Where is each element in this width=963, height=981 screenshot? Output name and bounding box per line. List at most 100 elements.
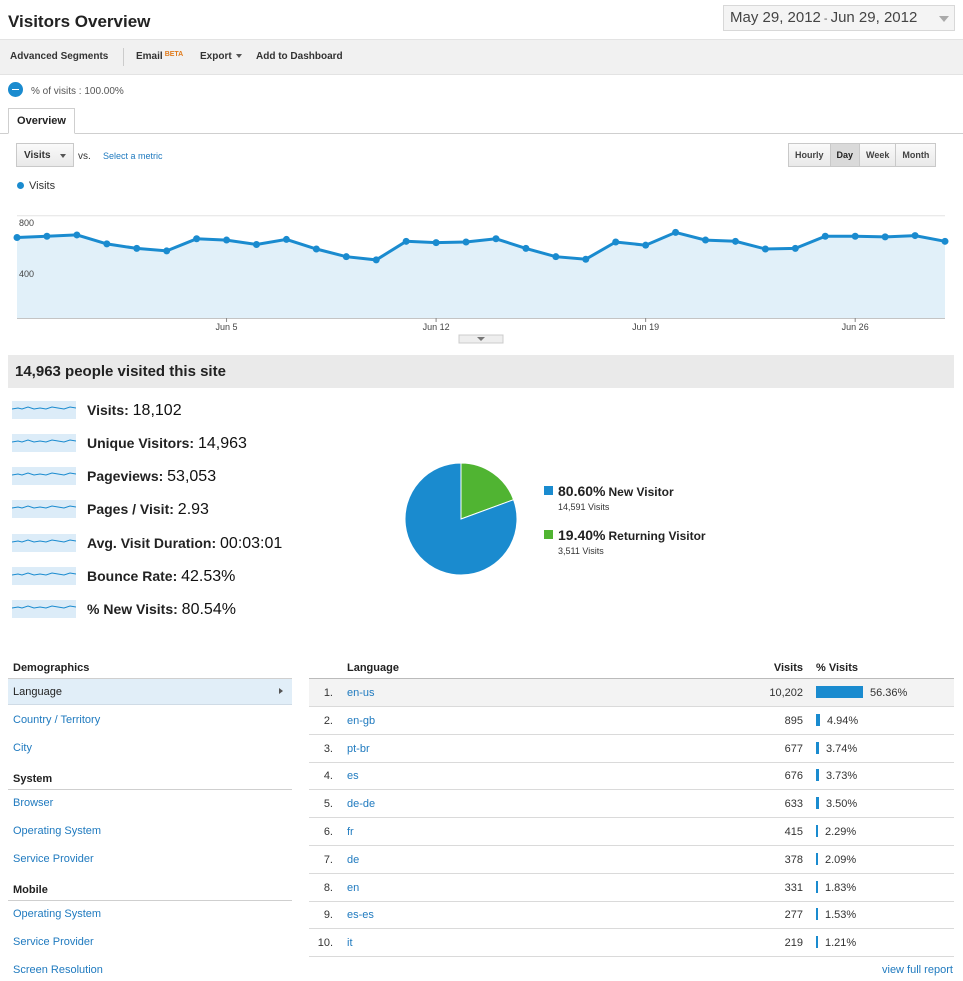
pct-value: 3.73%	[826, 770, 858, 783]
chart-point[interactable]	[133, 244, 141, 252]
summary-title: 14,963 people visited this site	[15, 363, 226, 380]
nav-item-browser[interactable]: Browser	[13, 797, 54, 809]
visits-value: 415	[784, 826, 803, 838]
chart-point[interactable]	[881, 233, 889, 241]
nav-item-country-territory[interactable]: Country / Territory	[13, 714, 101, 726]
date-range-picker[interactable]: May 29, 2012- Jun 29, 2012	[723, 5, 955, 31]
chart-point[interactable]	[103, 240, 111, 248]
nav-item-language[interactable]: Language	[8, 679, 292, 705]
x-tick-label: Jun 12	[423, 322, 450, 332]
export-button[interactable]: Export	[200, 51, 242, 62]
language-link[interactable]: de-de	[347, 798, 376, 811]
chart-point[interactable]	[282, 235, 290, 243]
chart-point[interactable]	[462, 238, 470, 246]
chart-point[interactable]	[163, 247, 171, 255]
chart-point[interactable]	[911, 232, 919, 240]
chart-point[interactable]	[223, 236, 231, 244]
chart-point[interactable]	[372, 256, 380, 264]
week-button[interactable]: Week	[860, 144, 897, 166]
language-link[interactable]: en-us	[347, 687, 375, 699]
view-full-report-link[interactable]: view full report	[882, 964, 953, 976]
email-label: Email	[136, 51, 163, 62]
pie-slice-returning-visitor[interactable]	[460, 462, 515, 520]
pie-slice-new-visitor[interactable]	[404, 462, 518, 576]
returning-visitor-name: Returning Visitor	[608, 529, 706, 543]
chart-point[interactable]	[13, 234, 21, 241]
nav-item-operating-system[interactable]: Operating System	[13, 825, 102, 837]
advanced-segments-button[interactable]: Advanced Segments	[10, 51, 109, 62]
language-link[interactable]: pt-br	[347, 742, 370, 755]
chart-point[interactable]	[791, 244, 799, 252]
month-button[interactable]: Month	[902, 150, 930, 160]
chart-point[interactable]	[312, 245, 320, 253]
metric-label: Unique Visitors: 14,963	[87, 435, 247, 453]
chart-point[interactable]	[522, 244, 530, 252]
segment-pie-icon[interactable]	[8, 82, 23, 97]
table-row: 1. en-us 10,202 56.36%	[309, 679, 954, 707]
vs-label: vs.	[78, 151, 91, 162]
language-link[interactable]: en-gb	[347, 714, 376, 727]
language-link[interactable]: en	[347, 881, 360, 894]
pct-value: 3.50%	[826, 798, 858, 811]
chart-point[interactable]	[402, 237, 410, 245]
hourly-button[interactable]: Hourly	[789, 144, 831, 166]
chart-point[interactable]	[761, 245, 769, 253]
table-row: 5. de-de 633 3.50%	[309, 790, 954, 819]
tab-overview[interactable]: Overview	[8, 108, 75, 134]
chart-point[interactable]	[941, 237, 949, 245]
new-visitor-swatch	[544, 486, 553, 495]
table-row: 7. de 378 2.09%	[309, 846, 954, 874]
chart-point[interactable]	[43, 232, 51, 240]
chart-point[interactable]	[432, 239, 440, 247]
chart-point[interactable]	[252, 241, 260, 249]
column-header-pct-visits: % Visits	[816, 662, 858, 674]
chart-point[interactable]	[193, 235, 201, 243]
chart-point[interactable]	[702, 236, 710, 244]
pct-value: 2.09%	[825, 853, 857, 866]
chart-point[interactable]	[851, 232, 859, 240]
pct-value: 3.74%	[826, 742, 858, 755]
chart-point[interactable]	[731, 237, 739, 245]
chevron-down-icon	[939, 16, 949, 22]
chart-point[interactable]	[612, 238, 620, 246]
nav-item-mobile-operating-system[interactable]: Operating System	[13, 908, 102, 920]
language-link[interactable]: de	[347, 853, 360, 866]
pct-bar	[816, 908, 818, 921]
visits-value: 219	[784, 937, 803, 950]
nav-item-service-provider[interactable]: Service Provider	[13, 853, 94, 865]
row-rank: 7.	[323, 853, 333, 866]
x-tick-label: Jun 5	[216, 322, 238, 332]
select-metric-link[interactable]: Select a metric	[103, 151, 163, 161]
chart-point[interactable]	[821, 232, 829, 240]
pct-value: 56.36%	[870, 687, 908, 699]
segment-label: % of visits : 100.00%	[31, 86, 124, 97]
returning-visitor-visits: 3,511 Visits	[558, 546, 604, 556]
language-link[interactable]: fr	[347, 826, 354, 838]
chart-point[interactable]	[582, 255, 590, 263]
chart-point[interactable]	[73, 231, 81, 239]
nav-item-mobile-service-provider[interactable]: Service Provider	[13, 936, 94, 948]
metric-value: 42.53%	[181, 568, 236, 585]
chart-point[interactable]	[642, 241, 650, 249]
email-button[interactable]: Email BETA	[136, 51, 183, 62]
language-link[interactable]: es	[347, 770, 359, 783]
nav-item-screen-resolution[interactable]: Screen Resolution	[13, 964, 103, 976]
chart-point[interactable]	[672, 228, 680, 236]
metric-select[interactable]: Visits	[16, 143, 74, 167]
add-to-dashboard-button[interactable]: Add to Dashboard	[256, 51, 343, 62]
chart-point[interactable]	[552, 253, 560, 261]
day-button[interactable]: Day	[830, 144, 861, 166]
language-link[interactable]: es-es	[347, 909, 374, 922]
nav-item-city[interactable]: City	[13, 742, 32, 754]
metric-name: Visits:	[87, 402, 129, 418]
visits-value: 676	[784, 770, 803, 783]
pct-bar	[816, 852, 818, 865]
beta-badge: BETA	[164, 51, 184, 58]
language-table-header: Language Visits % Visits	[309, 662, 954, 678]
language-link[interactable]: it	[347, 937, 353, 950]
sparkline-icon	[12, 467, 76, 485]
chart-point[interactable]	[492, 235, 500, 243]
pct-value: 1.21%	[825, 937, 857, 950]
returning-visitor-pct-value: 19.40%	[558, 527, 606, 543]
chart-point[interactable]	[342, 253, 350, 261]
